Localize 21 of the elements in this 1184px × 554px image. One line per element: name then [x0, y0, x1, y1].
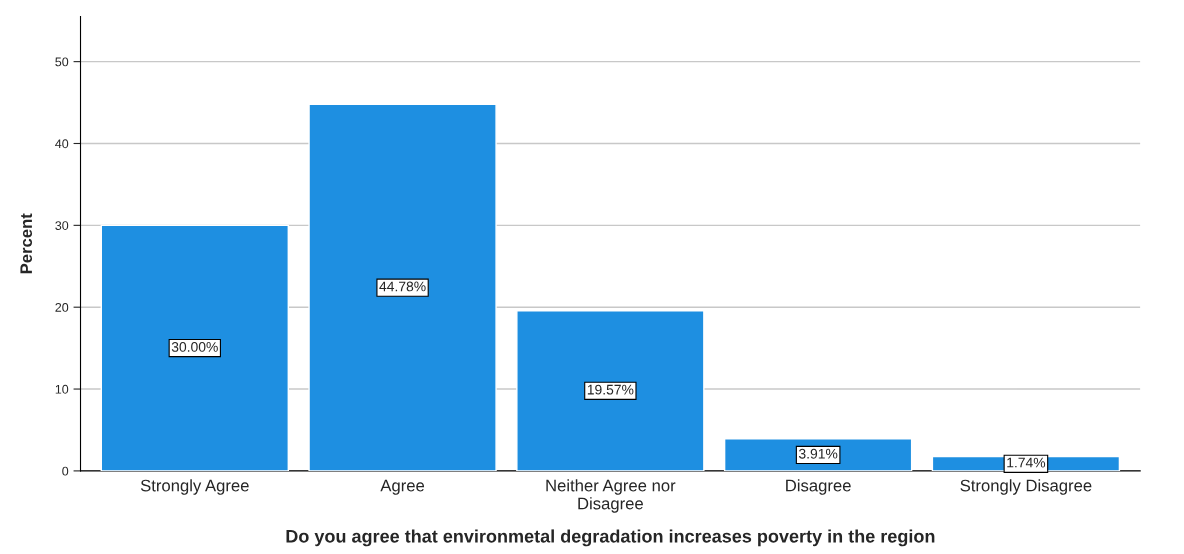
y-tick-label: 50	[55, 57, 69, 67]
x-tick-label: Neither Agree nor Disagree	[546, 479, 676, 513]
y-tick-label: 30	[55, 221, 69, 230]
bar	[516, 310, 705, 471]
x-tick-label: Strongly Disagree	[960, 479, 1092, 495]
data-label: 30.00%	[171, 342, 218, 352]
bar	[308, 103, 497, 471]
x-tick-label: Agree	[380, 479, 425, 495]
data-label: 3.91%	[798, 448, 838, 459]
y-tick-label: 10	[55, 384, 69, 394]
x-tick-label: Disagree	[786, 479, 851, 495]
data-label: 1.74%	[1007, 457, 1046, 468]
data-label: 44.78%	[379, 281, 426, 292]
bar	[100, 224, 289, 471]
y-axis-title: Percent	[20, 213, 33, 274]
x-axis-title: Do you agree that environmetal degradation increases poverty in the region	[286, 529, 935, 547]
y-tick-label: 20	[55, 303, 69, 312]
data-label: 19.57%	[587, 384, 634, 395]
x-tick-label: Strongly Agree	[140, 479, 249, 495]
y-tick-label: 40	[55, 139, 69, 149]
y-tick-label: 0	[62, 466, 69, 476]
